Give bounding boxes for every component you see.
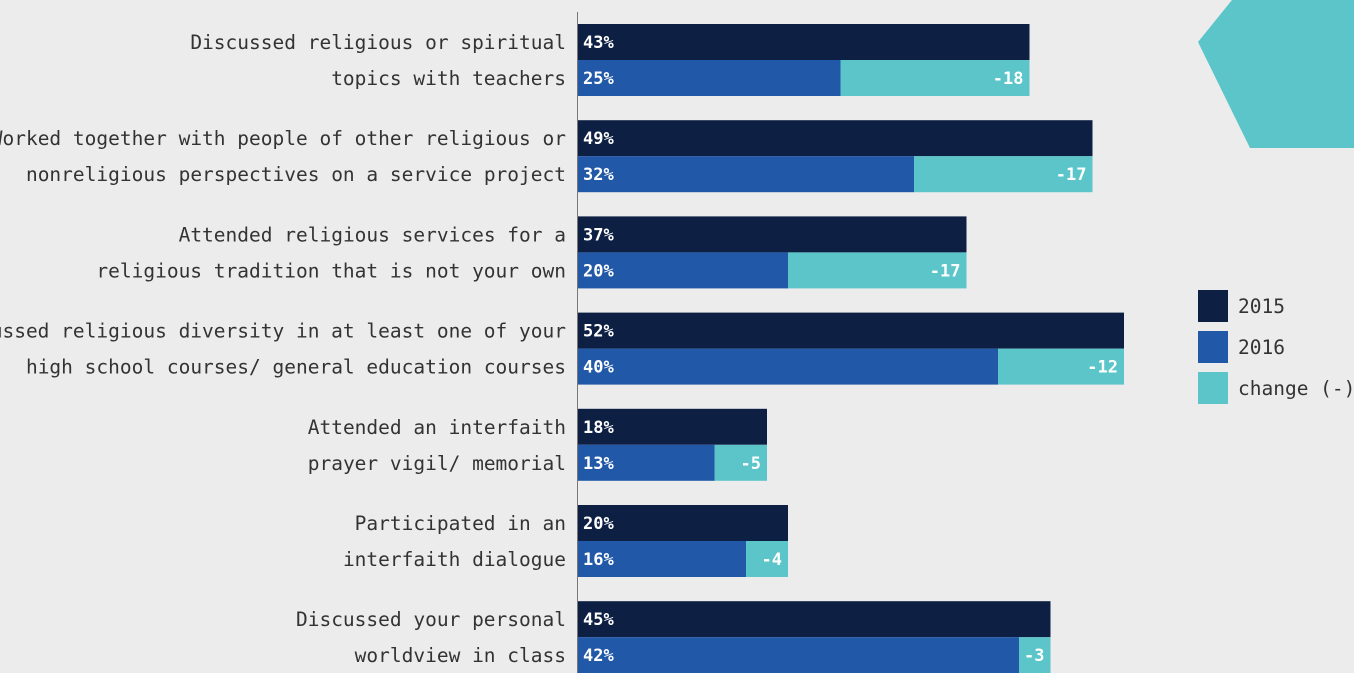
data-label-change: -5 (741, 454, 761, 474)
category-label-line2: interfaith dialogue (343, 548, 566, 571)
category-label-line1: Attended religious services for a (179, 223, 566, 246)
data-label-2015: 43% (583, 33, 614, 53)
data-label-2016: 42% (583, 646, 614, 666)
category-label-line2: prayer vigil/ memorial (308, 452, 566, 475)
bar-2015 (578, 216, 967, 253)
data-label-2015: 18% (583, 418, 614, 438)
bar-2015 (578, 312, 1124, 349)
data-label-change: -12 (1087, 358, 1118, 378)
bar-change (840, 60, 1030, 96)
data-label-change: -17 (930, 261, 961, 281)
bar-2015 (578, 120, 1093, 157)
data-label-change: -3 (1024, 646, 1044, 666)
legend-label: 2016 (1238, 336, 1285, 359)
data-label-2015: 52% (583, 322, 614, 342)
bar-2016 (578, 637, 1019, 673)
category-label-line1: Discussed religious diversity in at leas… (0, 320, 566, 343)
data-label-change: -18 (993, 69, 1024, 89)
data-label-2015: 49% (583, 129, 614, 149)
category-label-line1: Participated in an (355, 512, 566, 535)
legend-swatch (1198, 372, 1228, 404)
data-label-2016: 40% (583, 358, 614, 378)
category-label-line2: topics with teachers (331, 67, 566, 90)
category-label-line1: Attended an interfaith (308, 416, 566, 439)
bar-2015 (578, 601, 1051, 638)
category-label-line1: Discussed religious or spiritual (190, 31, 566, 54)
data-label-2016: 20% (583, 261, 614, 281)
data-label-2015: 45% (583, 610, 614, 630)
bar-change (746, 541, 788, 577)
category-label-line1: Discussed your personal (296, 608, 566, 631)
data-label-2016: 13% (583, 454, 614, 474)
bar-change (714, 444, 767, 481)
data-label-2016: 16% (583, 550, 614, 570)
bar-2016 (578, 156, 914, 193)
category-label-line2: high school courses/ general education c… (26, 356, 566, 379)
bar-change (914, 156, 1093, 193)
legend-swatch (1198, 331, 1228, 363)
bar-2015 (578, 24, 1030, 60)
data-label-2016: 32% (583, 165, 614, 185)
category-label-line2: nonreligious perspectives on a service p… (26, 163, 566, 186)
category-label-line2: worldview in class (355, 644, 566, 667)
category-label-line1: Worked together with people of other rel… (0, 127, 566, 150)
bar-2015 (578, 505, 788, 541)
bar-2016 (578, 252, 788, 289)
data-label-2015: 37% (583, 225, 614, 245)
legend-label: change (-) (1238, 377, 1354, 400)
legend-label: 2015 (1238, 295, 1285, 318)
decorative-accent-shape (1198, 0, 1354, 148)
bar-2015 (578, 408, 767, 445)
bar-2016 (578, 541, 746, 577)
bar-2016 (578, 444, 715, 481)
data-label-change: -17 (1056, 165, 1087, 185)
data-label-2015: 20% (583, 514, 614, 534)
bar-change (998, 348, 1124, 385)
data-label-2016: 25% (583, 69, 614, 89)
bar-change (1019, 637, 1051, 673)
bar-2016 (578, 60, 841, 96)
category-label-line2: religious tradition that is not your own (96, 259, 566, 282)
bar-2016 (578, 348, 998, 385)
legend-swatch (1198, 290, 1228, 322)
data-label-change: -4 (762, 550, 782, 570)
bar-change (788, 252, 967, 289)
